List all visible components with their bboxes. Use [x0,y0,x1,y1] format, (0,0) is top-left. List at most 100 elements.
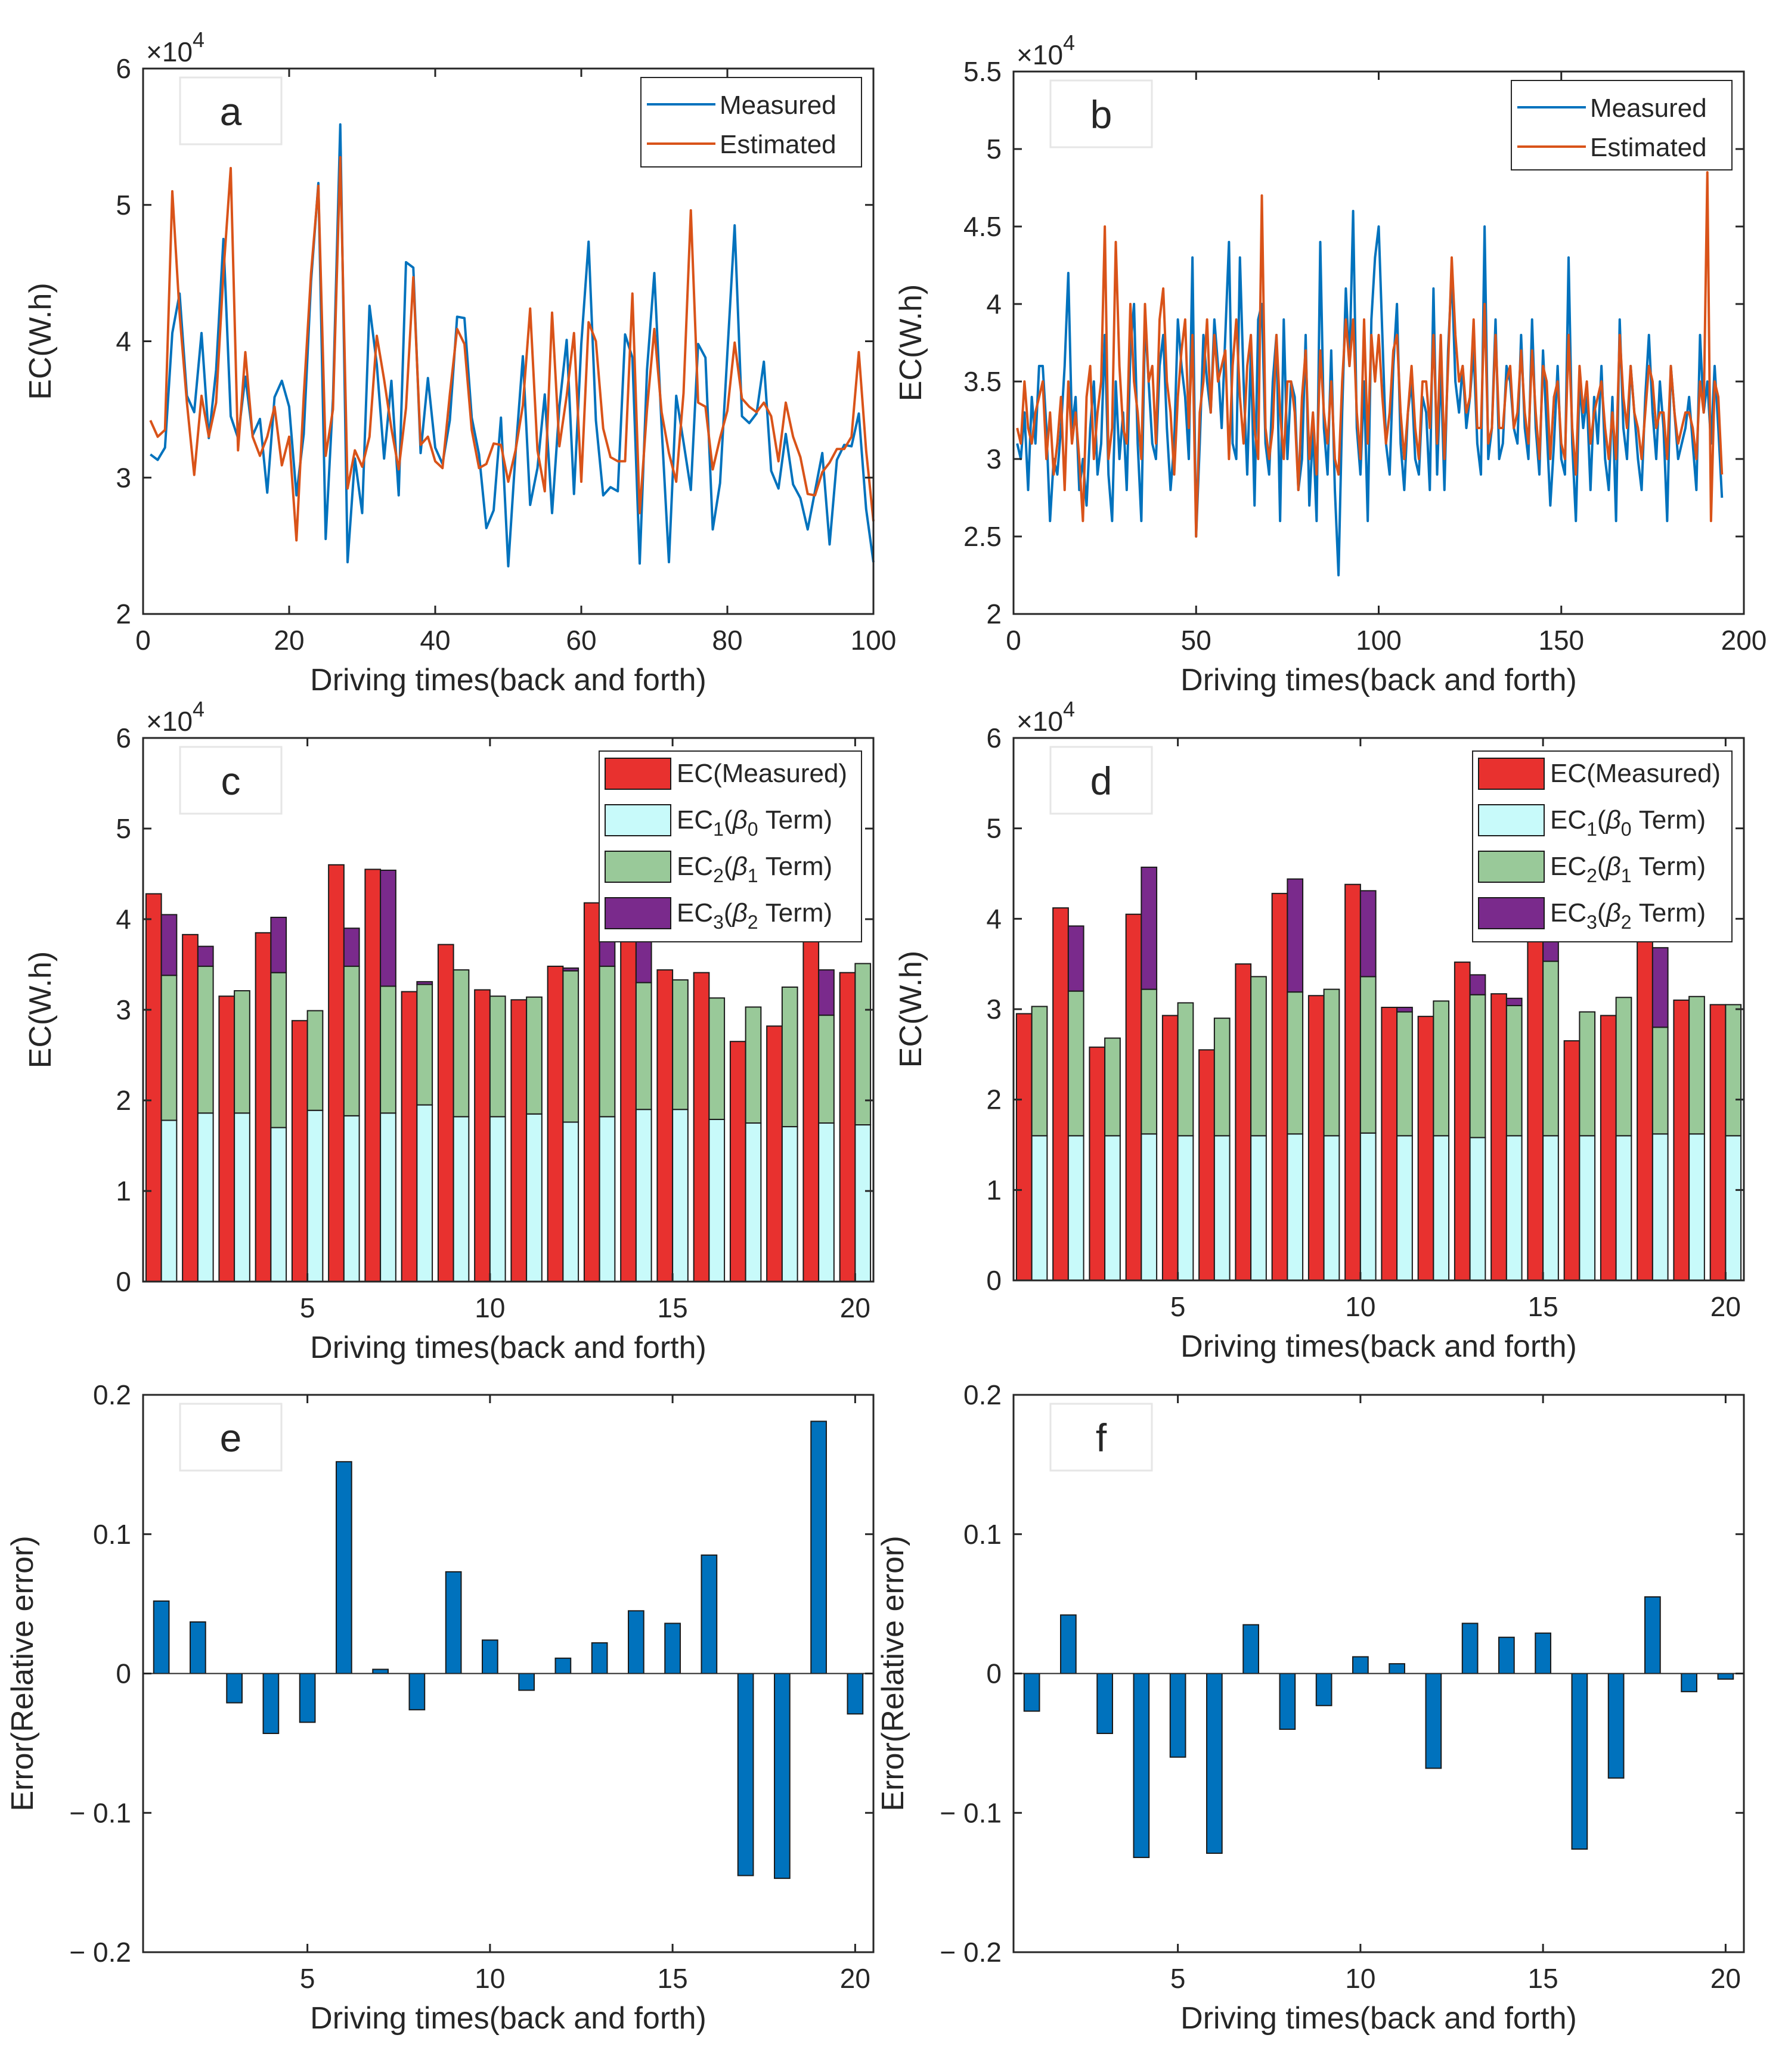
legend-tail: Term) [1632,852,1706,881]
panel-label-box [179,76,283,145]
bar-measured [145,893,162,1282]
error-bar [1389,1663,1405,1674]
bar-beta0 [1396,1135,1413,1282]
legend-greek: β [732,805,748,835]
multiplier-base: ×10 [146,36,193,67]
bar-beta0 [526,1113,543,1283]
y-tick-label: 4 [986,903,1002,934]
x-tick-label: 10 [1345,1291,1375,1322]
bar-measured [1052,907,1069,1281]
x-tick-label: 200 [1721,625,1767,656]
x-tick-label: 50 [1181,625,1211,656]
legend-tail: Term) [1632,898,1706,928]
bar-beta0 [562,1121,579,1282]
bar-beta0 [1359,1132,1377,1281]
legend-label: Estimated [1590,133,1707,162]
x-tick-label: 100 [1356,625,1402,656]
bar-beta0 [416,1104,433,1282]
bar-beta2 [160,914,178,976]
bar-measured [291,1020,308,1282]
legend-box [1511,80,1733,170]
x-tick-label: 0 [135,625,151,656]
bar-beta1 [745,1006,762,1124]
y-tick-label: − 0.1 [940,1797,1002,1828]
error-bar [1607,1673,1625,1779]
legend-base: EC [1550,805,1586,835]
bar-beta0 [343,1115,360,1282]
legend-swatch [605,897,671,929]
bar-measured [510,999,528,1283]
bar-beta1 [234,990,250,1114]
bar-measured [1015,1013,1033,1282]
x-tick-label: 15 [658,1292,688,1323]
chart-panel-b: 0 50 100 150 200 2 2.5 3 3.5 4 4.5 5 5.5 Driving time… [894,30,1767,697]
bar-beta2 [270,916,287,973]
error-bar [628,1610,644,1674]
x-tick-label: 20 [274,625,304,656]
bar-beta1 [416,984,433,1106]
legend-paren: ( [724,898,733,928]
bar-measured [1417,1016,1434,1281]
bar-beta1 [1250,976,1267,1137]
legend-paren: ( [724,852,733,881]
y-axis-label: Error(Relative error) [5,1536,40,1811]
multiplier-base: ×10 [1017,706,1063,737]
legend-swatch [605,851,671,883]
bar-measured [729,1041,746,1282]
y-tick-label: − 0.2 [69,1937,131,1968]
x-axis-label: Driving times(back and forth) [310,1330,706,1365]
bar-beta1 [1323,988,1340,1137]
bar-beta2 [1651,947,1669,1028]
bar-beta0 [599,1116,616,1282]
error-bar [1096,1673,1113,1735]
bar-beta0 [306,1109,324,1282]
bar-measured [1307,995,1325,1281]
error-bar [1717,1673,1734,1680]
panel-label: b [1090,92,1112,137]
legend-label: Measured [720,91,836,120]
legend-box [640,77,862,168]
y-axis-label: EC(W.h) [23,951,58,1068]
bar-beta1 [818,1015,835,1124]
legend-swatch [605,804,671,836]
bar-measured [656,969,674,1282]
series-line-estimated [149,156,875,542]
y-tick-label: 4.5 [963,211,1002,242]
legend-paren: ( [724,805,733,835]
bar-beta1 [1433,1000,1450,1137]
bar-beta1 [1287,991,1304,1135]
y-tick-label: 5.5 [963,56,1002,87]
panel-label-box [179,1403,283,1472]
error-bar [1352,1656,1369,1674]
y-tick-label: 3 [116,994,131,1025]
error-bar [664,1623,681,1674]
chart-panel-a: 0 20 40 60 80 100 2 3 4 5 6 Driving times(back and … [23,27,896,697]
bar-measured [1454,961,1471,1281]
bar-beta0 [1323,1135,1340,1282]
bar-beta2 [343,928,360,967]
legend-swatch [605,758,671,790]
bar-beta1 [1031,1006,1048,1137]
panel-label: a [220,89,242,134]
multiplier-exponent: 4 [193,697,204,721]
bar-measured [1344,883,1361,1281]
y-tick-label: 1 [116,1175,131,1206]
bar-beta1 [1469,994,1486,1139]
error-bar [445,1571,462,1674]
x-axis-label: Driving times(back and forth) [310,2001,706,2036]
bar-beta1 [1505,1004,1523,1137]
bar-beta0 [1505,1135,1523,1282]
legend-greek-sub: 0 [1621,818,1632,840]
y-tick-label: 0 [116,1266,131,1297]
bar-beta0 [1469,1137,1486,1282]
bar-beta1 [453,969,470,1118]
error-bar [1060,1614,1077,1674]
bar-beta0 [197,1112,214,1283]
bar-measured [839,972,856,1283]
legend-sub: 1 [713,818,724,840]
bar-measured [437,944,454,1283]
x-axis-label: Driving times(back and forth) [310,663,706,697]
bar-beta1 [562,970,579,1123]
error-bar [190,1621,206,1674]
